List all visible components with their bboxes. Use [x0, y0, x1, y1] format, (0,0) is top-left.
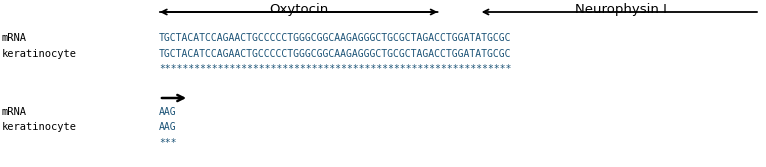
Text: mRNA: mRNA [2, 33, 27, 43]
Text: TGCTACATCCAGAACTGCCCCCTGGGCGGCAAGAGGGCTGCGCTAGACCTGGATATGCGC: TGCTACATCCAGAACTGCCCCCTGGGCGGCAAGAGGGCTG… [159, 49, 512, 59]
Text: keratinocyte: keratinocyte [2, 122, 77, 132]
Text: AAG: AAG [159, 107, 177, 117]
Text: Oxytocin: Oxytocin [269, 3, 329, 16]
Text: ***: *** [159, 138, 177, 148]
Text: mRNA: mRNA [2, 107, 27, 117]
Text: TGCTACATCCAGAACTGCCCCCTGGGCGGCAAGAGGGCTGCGCTAGACCTGGATATGCGC: TGCTACATCCAGAACTGCCCCCTGGGCGGCAAGAGGGCTG… [159, 33, 512, 43]
Text: keratinocyte: keratinocyte [2, 49, 77, 59]
Text: AAG: AAG [159, 122, 177, 132]
Text: ************************************************************: ****************************************… [159, 64, 512, 74]
Text: Neurophysin I: Neurophysin I [574, 3, 666, 16]
